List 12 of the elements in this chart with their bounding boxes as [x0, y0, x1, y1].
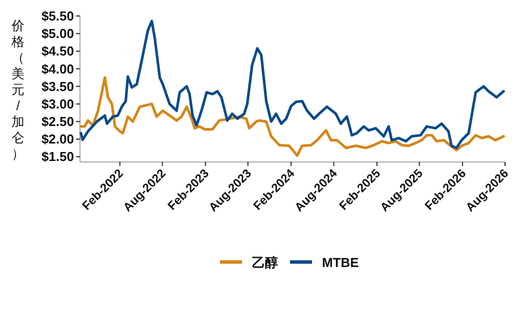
y-tick-label: $4.50 [41, 44, 74, 59]
y-axis-title: 价格（美元/加仑） [12, 18, 24, 161]
y-tick-label: $1.50 [41, 149, 74, 164]
y-tick-label: $3.50 [41, 78, 74, 94]
y-tick-label: $4.00 [41, 61, 74, 76]
legend-label: 乙醇 [252, 255, 278, 270]
y-tick-label: $5.00 [41, 26, 74, 42]
y-tick-label: $2.00 [41, 132, 74, 147]
y-tick-label: $3.00 [41, 96, 74, 112]
legend-label: MTBE [322, 255, 360, 270]
y-tick-label: $5.50 [41, 8, 74, 24]
y-tick-label: $2.50 [41, 114, 74, 130]
